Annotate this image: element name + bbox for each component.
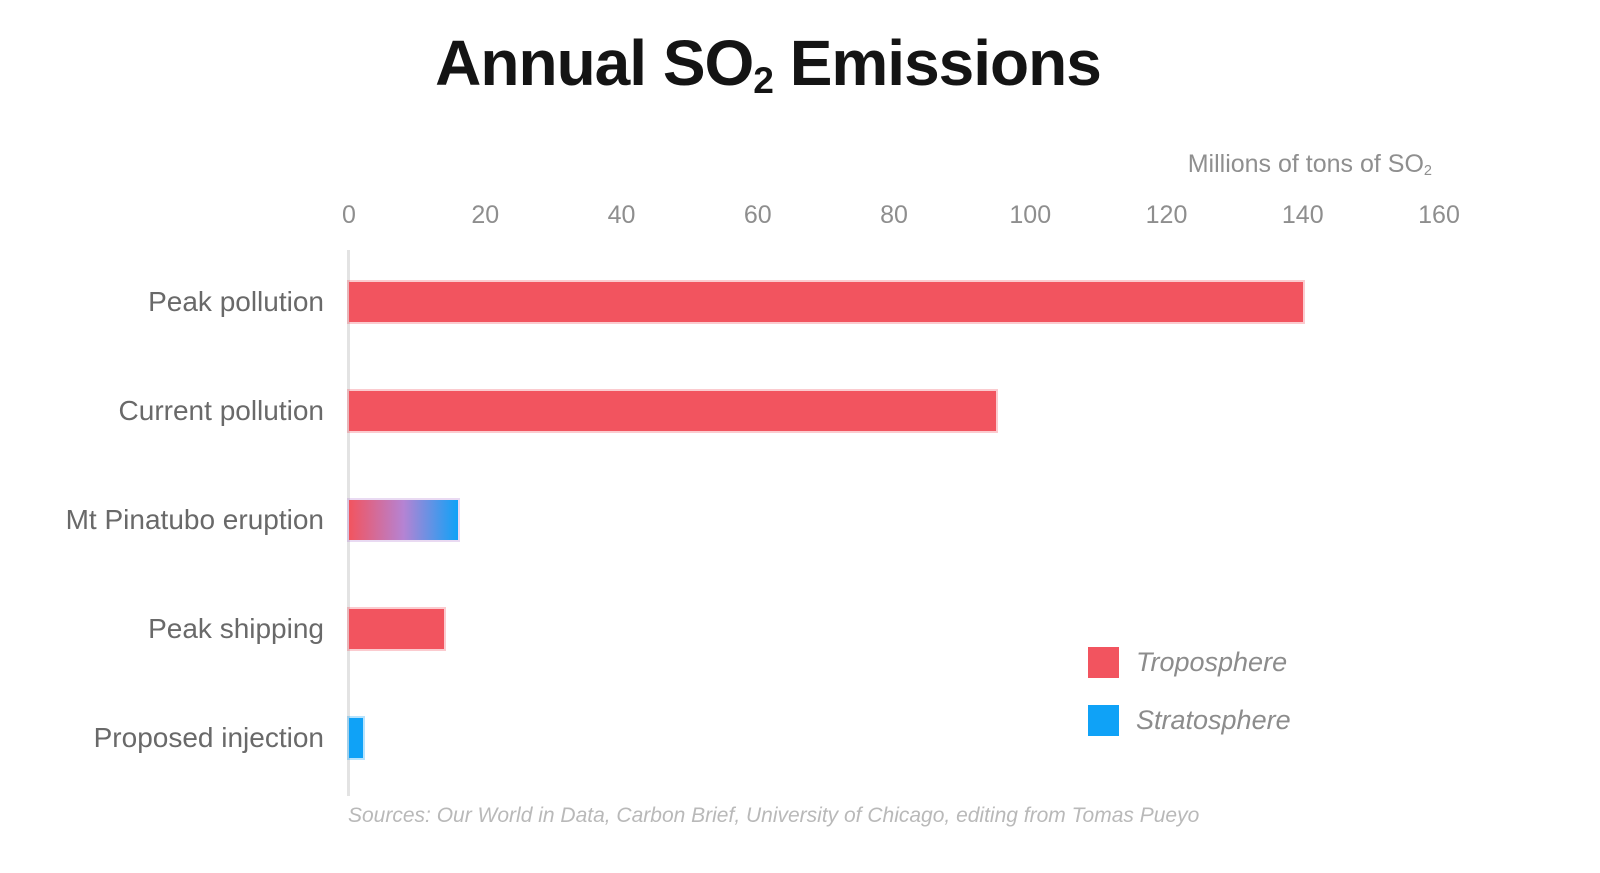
x-tick-80: 80 (880, 201, 908, 229)
y-axis-line (347, 250, 350, 796)
x-tick-160: 160 (1418, 201, 1460, 229)
x-tick-120: 120 (1145, 201, 1188, 229)
category-label-current-pollution: Current pollution (118, 394, 324, 426)
category-label-proposed-injection: Proposed injection (93, 721, 324, 753)
bar-current-pollution (349, 390, 997, 431)
x-tick-40: 40 (607, 201, 636, 229)
category-label-mt-pinatubo-eruption: Mt Pinatubo eruption (65, 503, 324, 535)
legend-label-stratosphere: Stratosphere (1136, 705, 1291, 735)
chart-title-subscript: 2 (753, 59, 774, 102)
bar-mt-pinatubo-eruption (349, 499, 458, 540)
x-tick-20: 20 (471, 201, 500, 229)
chart-title: Annual SO2 Emissions (0, 26, 1536, 100)
chart-title-text-2: Emissions (772, 27, 1102, 99)
legend-item-troposphere: Troposphere (1088, 647, 1287, 678)
axis-unit-text: Millions of tons of SO (1187, 150, 1424, 178)
x-tick-140: 140 (1281, 201, 1324, 229)
bar-peak-pollution (349, 282, 1303, 322)
category-label-peak-pollution: Peak pollution (148, 286, 324, 317)
x-tick-100: 100 (1009, 201, 1052, 229)
legend-label-troposphere: Troposphere (1136, 647, 1288, 677)
bar-proposed-injection (349, 717, 363, 758)
axis-unit-subscript: 2 (1423, 163, 1432, 180)
legend-swatch-troposphere (1088, 647, 1119, 678)
x-tick-0: 0 (342, 201, 356, 229)
source-note: Sources: Our World in Data, Carbon Brief… (348, 804, 1200, 827)
chart-title-text: Annual SO (435, 27, 754, 99)
bar-peak-shipping (349, 608, 445, 649)
x-tick-60: 60 (743, 201, 772, 229)
legend-swatch-stratosphere (1088, 705, 1119, 736)
legend-item-stratosphere: Stratosphere (1088, 705, 1291, 736)
category-label-peak-shipping: Peak shipping (148, 612, 324, 644)
axis-unit-label: Millions of tons of SO2 (1188, 150, 1432, 179)
